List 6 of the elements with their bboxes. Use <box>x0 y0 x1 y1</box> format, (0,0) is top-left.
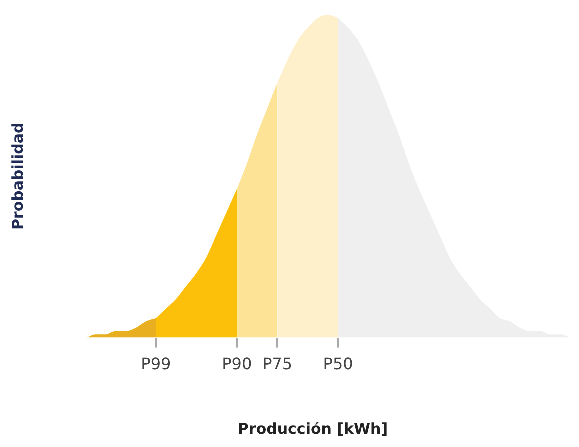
x-tick-label: P99 <box>141 354 172 374</box>
y-axis-title: Probabilidad <box>8 122 27 230</box>
x-axis-title: Producción [kWh] <box>238 420 388 438</box>
x-tick-label: P90 <box>222 354 252 374</box>
x-tick-label: P75 <box>262 354 293 374</box>
x-tick-label: P50 <box>323 354 354 374</box>
